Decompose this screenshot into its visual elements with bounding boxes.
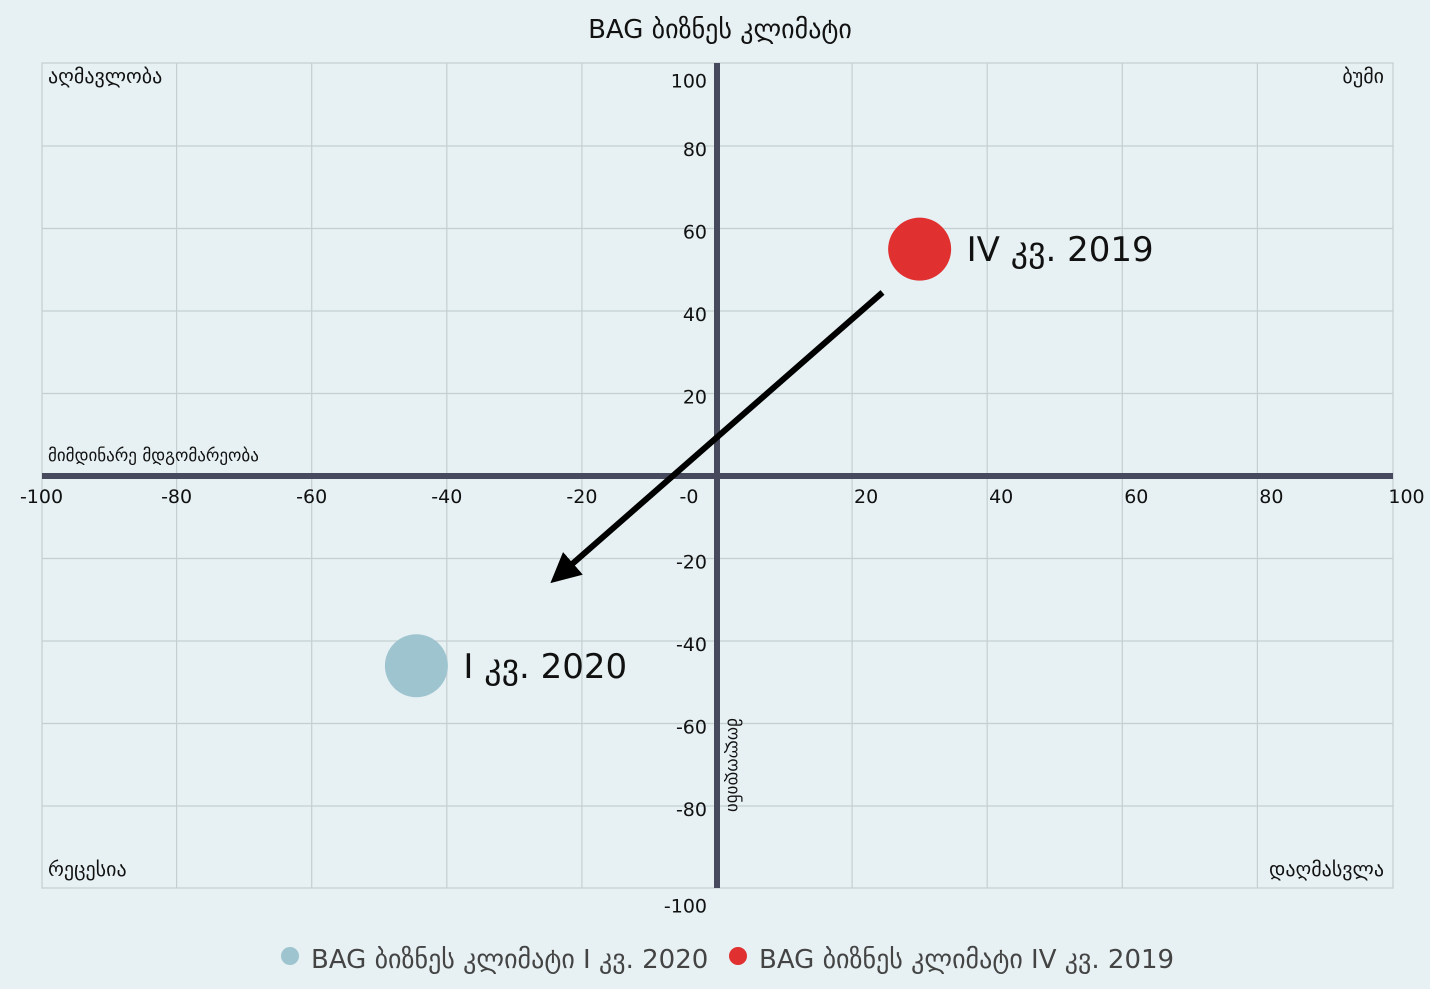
x-tick-label: -60 (296, 486, 327, 508)
legend: BAG ბიზნეს კლიმატი I კვ. 2020 BAG ბიზნეს… (281, 945, 1174, 975)
point-label-2020: I კვ. 2020 (463, 647, 627, 687)
y-axis-label: მოლოდინი (723, 718, 743, 812)
y-tick-label: 100 (671, 71, 707, 93)
y-tick-label: -20 (676, 552, 707, 574)
chart-title: BAG ბიზნეს კლიმატი (588, 15, 852, 45)
x-tick-label: -80 (161, 486, 192, 508)
quadrant-label-top-right: ბუმი (1342, 64, 1384, 88)
x-tick-label: -20 (566, 486, 597, 508)
x-tick-label: 80 (1259, 486, 1283, 508)
trend-arrow (550, 290, 885, 584)
legend-label-2019: BAG ბიზნეს კლიმატი IV კვ. 2019 (759, 945, 1174, 975)
axes (42, 63, 1393, 888)
legend-marker-2019 (729, 947, 747, 965)
x-tick-label: 40 (989, 486, 1013, 508)
x-tick-label: -100 (20, 486, 63, 508)
point-label-2019: IV კვ. 2019 (967, 230, 1154, 270)
x-tick-label: -0 (680, 486, 699, 508)
y-tick-label: 20 (683, 387, 707, 409)
quadrant-label-bottom-left: რეცესია (48, 857, 127, 881)
y-tick-label: -80 (676, 799, 707, 821)
y-tick-label: -60 (676, 717, 707, 739)
quadrant-label-top-left: აღმავლობა (48, 64, 162, 88)
y-tick-label: -100 (664, 896, 707, 918)
data-marks: I კვ. 2020 IV კვ. 2019 (384, 217, 1154, 698)
x-tick-label: -40 (431, 486, 462, 508)
point-2020 (384, 634, 448, 698)
x-axis-label: მიმდინარე მდგომარეობა (48, 446, 259, 466)
y-tick-label: 80 (683, 139, 707, 161)
tick-labels: -100 -80 -60 -40 -20 -0 20 40 60 80 100 100 80 60 40 20… (20, 71, 1425, 918)
x-tick-label: 60 (1124, 486, 1148, 508)
x-tick-label: 100 (1388, 486, 1424, 508)
y-tick-label: 40 (683, 304, 707, 326)
x-tick-label: 20 (854, 486, 878, 508)
y-tick-label: -40 (676, 634, 707, 656)
quadrant-label-bottom-right: დაღმასვლა (1269, 857, 1384, 881)
legend-label-2020: BAG ბიზნეს კლიმატი I კვ. 2020 (311, 945, 708, 975)
legend-marker-2020 (281, 947, 299, 965)
point-2019 (888, 217, 952, 281)
y-tick-label: 60 (683, 222, 707, 244)
